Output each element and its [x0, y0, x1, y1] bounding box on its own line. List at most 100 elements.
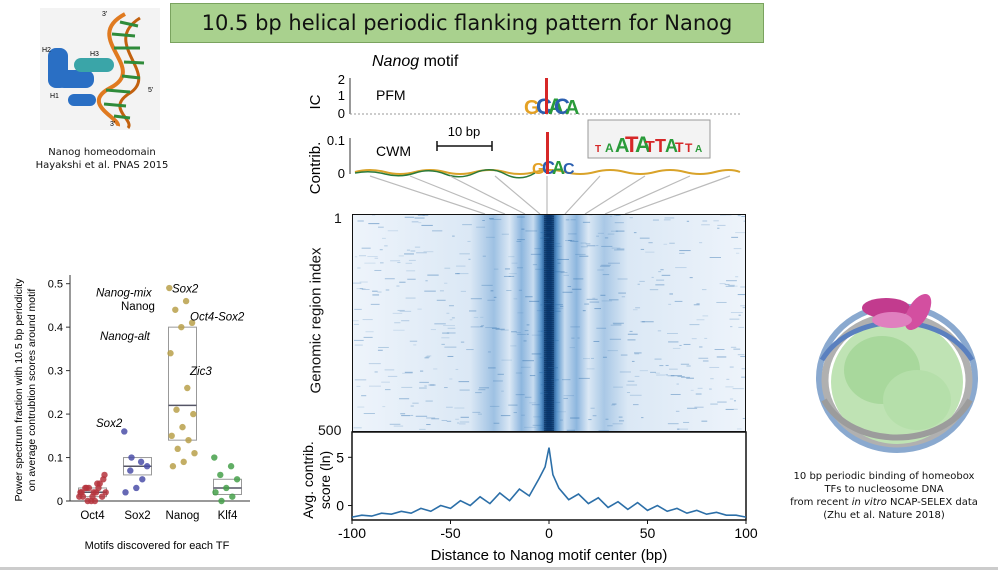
heatmap-streak — [696, 303, 700, 305]
heatmap-streak — [566, 429, 576, 431]
heatmap-streak — [584, 303, 590, 305]
heatmap-center-band — [544, 236, 554, 238]
heatmap-streak — [359, 255, 367, 257]
heatmap-center-band — [544, 344, 554, 346]
heatmap-streak — [680, 363, 690, 365]
heatmap-streak — [738, 326, 745, 328]
line-x-tick-label: 100 — [734, 525, 758, 541]
heatmap-streak — [531, 404, 540, 406]
heatmap-streak — [698, 357, 709, 359]
heatmap-streak — [582, 310, 586, 312]
scatter-x-tick-label: Nanog — [166, 510, 200, 522]
heatmap-streak — [602, 356, 607, 358]
point-oct4 — [101, 471, 108, 479]
heatmap-streak — [413, 344, 417, 346]
heatmap-streak — [511, 331, 517, 333]
heatmap-center-band — [544, 422, 554, 424]
heatmap-streak — [488, 367, 496, 369]
heatmap-streak — [508, 404, 518, 406]
heatmap-streak — [693, 304, 700, 306]
heatmap-streak — [539, 372, 545, 374]
scatter-x-tick-label: Klf4 — [218, 510, 238, 522]
heatmap-streak — [424, 357, 429, 359]
heatmap-streak — [374, 257, 379, 259]
point-oct4 — [96, 480, 103, 487]
heatmap-streak — [354, 379, 367, 381]
heatmap-streak — [740, 305, 746, 307]
heatmap-streak — [717, 227, 720, 229]
heatmap-streak — [418, 222, 422, 224]
heatmap-streak — [594, 308, 602, 310]
point-klf4 — [223, 484, 230, 492]
inset-letter: A — [635, 132, 651, 157]
heatmap-center-band — [544, 380, 554, 382]
heatmap-streak — [672, 347, 681, 349]
heatmap-streak — [431, 418, 440, 420]
heatmap-streak — [522, 360, 535, 362]
heatmap-streak — [459, 421, 470, 423]
scatter-annotation: Nanog — [121, 301, 155, 313]
heatmap-streak — [670, 375, 682, 377]
avg-contrib-line-chart: Avg. contrib. score (ln) Distance to Nano… — [300, 431, 758, 564]
scatter-annotation: Nanog-mix — [96, 288, 153, 300]
point-sox2 — [127, 467, 134, 474]
heatmap-streak — [369, 385, 381, 387]
heatmap-center-band — [544, 350, 554, 352]
heatmap-streak — [384, 278, 395, 280]
point-nanog — [173, 406, 180, 413]
heatmap-streak — [549, 310, 561, 312]
scatter-annotation: Oct4-Sox2 — [190, 312, 245, 324]
heatmap-streak — [455, 273, 460, 275]
heatmap-streak — [442, 332, 450, 334]
heatmap-streak — [452, 235, 455, 237]
heatmap-streak — [667, 423, 679, 425]
heatmap-streak — [455, 418, 459, 420]
heatmap-streak — [740, 356, 746, 358]
heatmap-streak — [508, 275, 511, 277]
heatmap-streak — [607, 233, 615, 235]
ic-tick-1: 1 — [338, 88, 345, 103]
heatmap-streak — [415, 415, 428, 417]
heatmap-center-band — [544, 342, 554, 344]
heatmap-streak — [679, 250, 691, 252]
heatmap-center-band — [544, 290, 554, 292]
heatmap-streak — [741, 215, 746, 217]
heatmap-streak — [490, 290, 494, 292]
heatmap-streak — [557, 258, 569, 260]
heatmap-streak — [590, 357, 595, 359]
heatmap-streak — [536, 310, 543, 312]
heatmap-center-band — [544, 220, 554, 222]
heatmap-center-band — [544, 420, 554, 422]
heatmap-center-band — [544, 230, 554, 232]
heatmap-streak — [665, 374, 668, 376]
heatmap-streak — [501, 359, 512, 361]
svg-text:C: C — [563, 161, 575, 178]
heatmap-center-band — [544, 426, 554, 428]
heatmap-streak — [367, 256, 378, 258]
heatmap-streak — [457, 422, 460, 424]
heatmap-streak — [614, 214, 621, 216]
scale-bar-label: 10 bp — [448, 124, 481, 139]
heatmap-streak — [629, 217, 633, 219]
heatmap-streak — [356, 288, 366, 290]
heatmap-streak — [482, 219, 485, 221]
heatmap-streak — [540, 427, 552, 429]
slide-title-box: 10.5 bp helical periodic flanking patter… — [170, 3, 764, 43]
heatmap-streak — [516, 332, 521, 334]
heatmap-center-band — [544, 376, 554, 378]
heatmap-streak — [676, 383, 679, 385]
heatmap-streak — [357, 220, 364, 222]
inset-letter: T — [685, 141, 693, 155]
point-nanog — [179, 423, 186, 431]
heatmap-streak — [586, 368, 595, 370]
heatmap-streak — [621, 296, 626, 298]
inset-letter: A — [615, 135, 629, 157]
heatmap-streak — [725, 386, 734, 388]
right-caption-line3-pre: from recent — [790, 497, 852, 508]
heatmap-streak — [459, 253, 470, 255]
heatmap-streak — [377, 349, 383, 351]
heatmap-streak — [572, 288, 582, 290]
heatmap-center-band — [544, 250, 554, 252]
heatmap-streak — [372, 290, 378, 292]
heatmap-streak — [725, 408, 734, 410]
